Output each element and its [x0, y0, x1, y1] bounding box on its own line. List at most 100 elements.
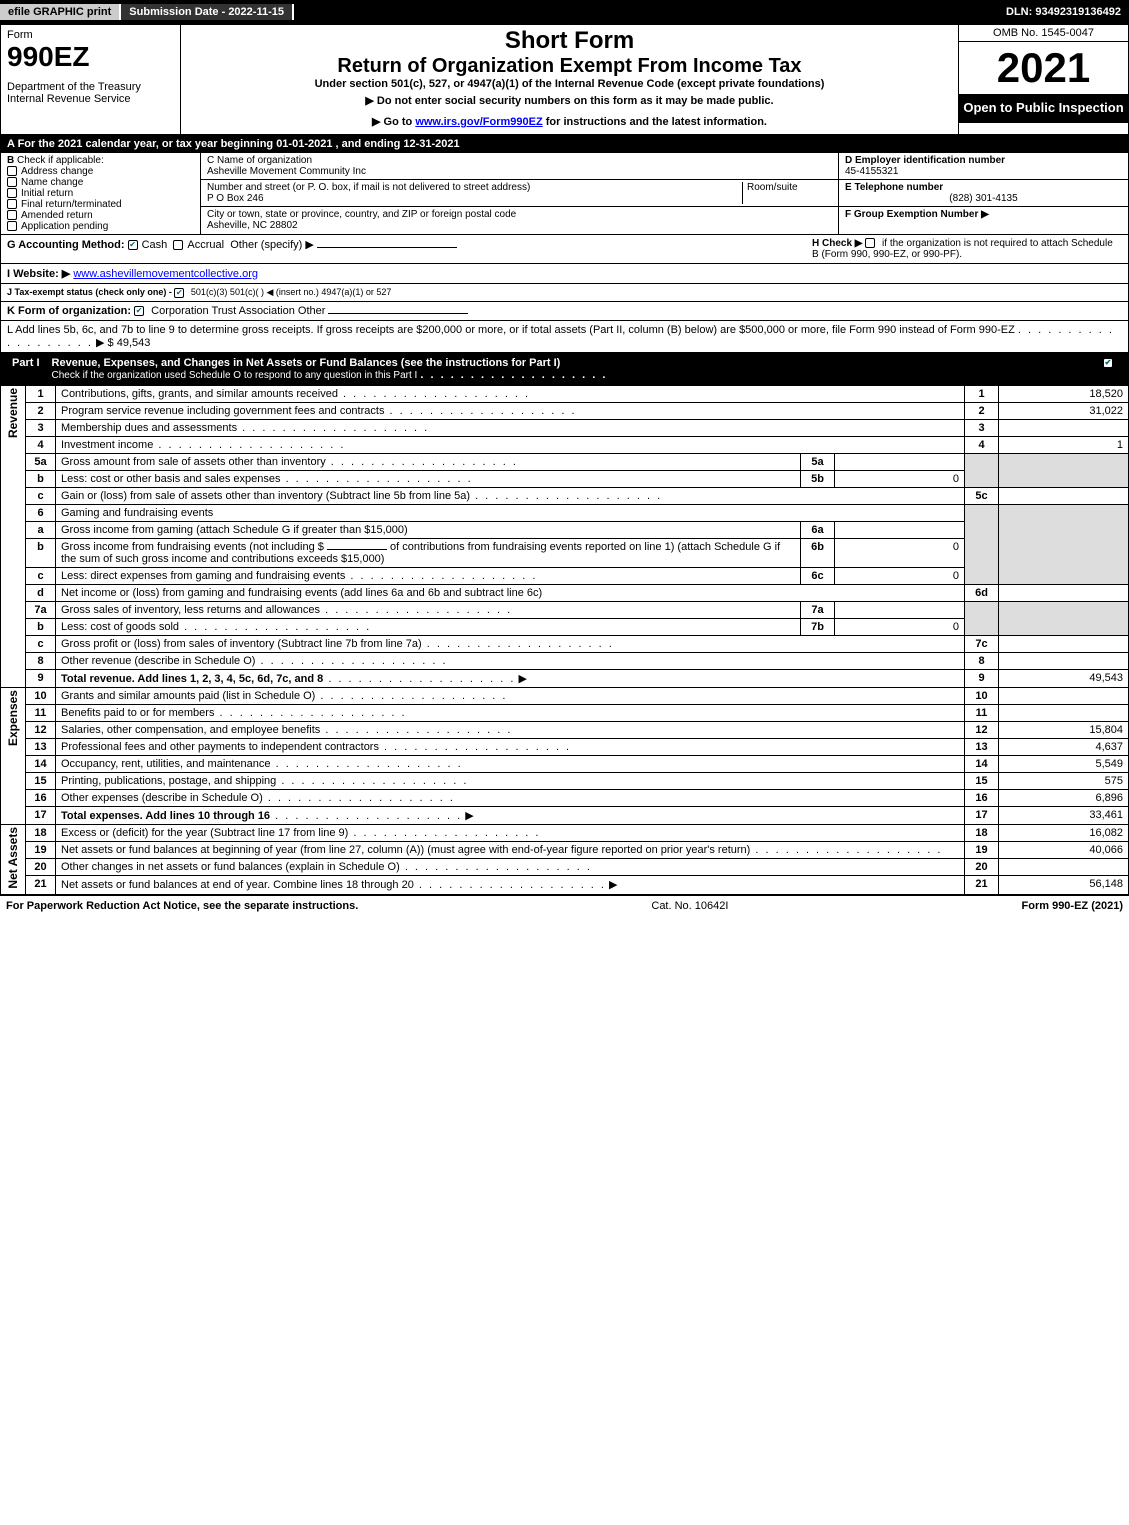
- efile-print[interactable]: efile GRAPHIC print: [0, 4, 121, 20]
- line-8-num: 8: [26, 653, 56, 670]
- short-form-title: Short Form: [187, 27, 952, 55]
- j-options: 501(c)(3) 501(c)( ) ◀ (insert no.) 4947(…: [191, 287, 392, 297]
- irs-link[interactable]: www.irs.gov/Form990EZ: [415, 116, 542, 128]
- line-17-desc: Total expenses. Add lines 10 through 16: [61, 810, 270, 822]
- line-12-desc: Salaries, other compensation, and employ…: [61, 724, 320, 736]
- part-1-label: Part I: [6, 355, 46, 383]
- website-link[interactable]: www.ashevillemovementcollective.org: [73, 268, 258, 280]
- lbl-application-pending: Application pending: [21, 221, 108, 232]
- dept-treasury: Department of the Treasury: [7, 81, 174, 93]
- line-1-box: 1: [965, 386, 999, 403]
- l-amount: ▶ $ 49,543: [96, 337, 150, 349]
- line-14-desc: Occupancy, rent, utilities, and maintena…: [61, 758, 271, 770]
- chk-corporation[interactable]: [134, 306, 144, 316]
- chk-application-pending[interactable]: [7, 221, 17, 231]
- line-2-box: 2: [965, 403, 999, 420]
- line-6b-ibox: 6b: [801, 539, 835, 568]
- k-options: Corporation Trust Association Other: [151, 305, 325, 317]
- line-20-dots: [400, 861, 592, 873]
- lbl-initial-return: Initial return: [21, 188, 73, 199]
- line-7a-ival: [835, 602, 965, 619]
- part-1-header: Part I Revenue, Expenses, and Changes in…: [0, 353, 1129, 385]
- line-7a-ibox: 7a: [801, 602, 835, 619]
- line-7b-num: b: [26, 619, 56, 636]
- d-ein-label: D Employer identification number: [845, 155, 1005, 166]
- c-name-label: C Name of organization: [207, 155, 832, 166]
- form-number: 990EZ: [7, 41, 174, 73]
- line-5a-ival: [835, 454, 965, 471]
- line-9-box: 9: [965, 670, 999, 688]
- line-16-box: 16: [965, 790, 999, 807]
- part-1-dots: [420, 369, 607, 381]
- row-i: I Website: ▶ www.ashevillemovementcollec…: [0, 264, 1129, 284]
- line-14-value: 5,549: [999, 756, 1129, 773]
- line-6a-desc: Gross income from gaming (attach Schedul…: [61, 524, 408, 536]
- dln: DLN: 93492319136492: [998, 4, 1129, 20]
- line-6b-blank[interactable]: [327, 549, 387, 550]
- line-7c-box: 7c: [965, 636, 999, 653]
- city-value: Asheville, NC 28802: [207, 220, 832, 231]
- line-6d-num: d: [26, 585, 56, 602]
- line-10-num: 10: [26, 688, 56, 705]
- chk-name-change[interactable]: [7, 177, 17, 187]
- chk-cash[interactable]: [128, 240, 138, 250]
- line-12-value: 15,804: [999, 722, 1129, 739]
- chk-final-return[interactable]: [7, 199, 17, 209]
- lbl-cash: Cash: [142, 239, 168, 251]
- goto-suffix: for instructions and the latest informat…: [543, 116, 767, 128]
- line-11-desc: Benefits paid to or for members: [61, 707, 214, 719]
- return-title: Return of Organization Exempt From Incom…: [187, 55, 952, 78]
- chk-address-change[interactable]: [7, 166, 17, 176]
- line-18-value: 16,082: [999, 825, 1129, 842]
- line-7b-ival: 0: [835, 619, 965, 636]
- line-21-dots: [414, 879, 606, 891]
- line-12-dots: [320, 724, 512, 736]
- line-6c-desc: Less: direct expenses from gaming and fu…: [61, 570, 345, 582]
- line-6c-ibox: 6c: [801, 568, 835, 585]
- line-17-value: 33,461: [999, 807, 1129, 825]
- line-9-num: 9: [26, 670, 56, 688]
- line-17-box: 17: [965, 807, 999, 825]
- k-other-blank[interactable]: [328, 313, 468, 314]
- line-5a-desc: Gross amount from sale of assets other t…: [61, 456, 326, 468]
- lbl-address-change: Address change: [21, 166, 93, 177]
- line-2-num: 2: [26, 403, 56, 420]
- line-7-shade: [965, 602, 999, 636]
- chk-schedule-o[interactable]: [1103, 358, 1113, 368]
- open-to-public: Open to Public Inspection: [959, 94, 1128, 123]
- line-5c-value: [999, 488, 1129, 505]
- footer-center: Cat. No. 10642I: [358, 900, 1021, 912]
- line-6a-num: a: [26, 522, 56, 539]
- row-j: J Tax-exempt status (check only one) - 5…: [0, 284, 1129, 302]
- line-4-desc: Investment income: [61, 439, 153, 451]
- line-18-num: 18: [26, 825, 56, 842]
- line-3-box: 3: [965, 420, 999, 437]
- chk-501c3[interactable]: [174, 288, 184, 298]
- line-3-num: 3: [26, 420, 56, 437]
- line-2-value: 31,022: [999, 403, 1129, 420]
- line-4-num: 4: [26, 437, 56, 454]
- line-1-value: 18,520: [999, 386, 1129, 403]
- line-10-dots: [315, 690, 507, 702]
- chk-schedule-b[interactable]: [865, 238, 875, 248]
- line-7b-desc: Less: cost of goods sold: [61, 621, 179, 633]
- line-5c-desc: Gain or (loss) from sale of assets other…: [61, 490, 470, 502]
- e-phone-label: E Telephone number: [845, 182, 943, 193]
- line-4-value: 1: [999, 437, 1129, 454]
- omb-number: OMB No. 1545-0047: [959, 25, 1128, 42]
- line-21-num: 21: [26, 876, 56, 894]
- chk-accrual[interactable]: [173, 240, 183, 250]
- line-10-value: [999, 688, 1129, 705]
- line-17-dots: [270, 810, 462, 822]
- line-21-box: 21: [965, 876, 999, 894]
- chk-initial-return[interactable]: [7, 188, 17, 198]
- line-20-num: 20: [26, 859, 56, 876]
- line-1-num: 1: [26, 386, 56, 403]
- line-6c-dots: [345, 570, 537, 582]
- chk-amended-return[interactable]: [7, 210, 17, 220]
- line-19-desc: Net assets or fund balances at beginning…: [61, 844, 750, 856]
- other-specify-blank[interactable]: [317, 247, 457, 248]
- line-6a-ibox: 6a: [801, 522, 835, 539]
- under-section: Under section 501(c), 527, or 4947(a)(1)…: [187, 78, 952, 90]
- line-13-num: 13: [26, 739, 56, 756]
